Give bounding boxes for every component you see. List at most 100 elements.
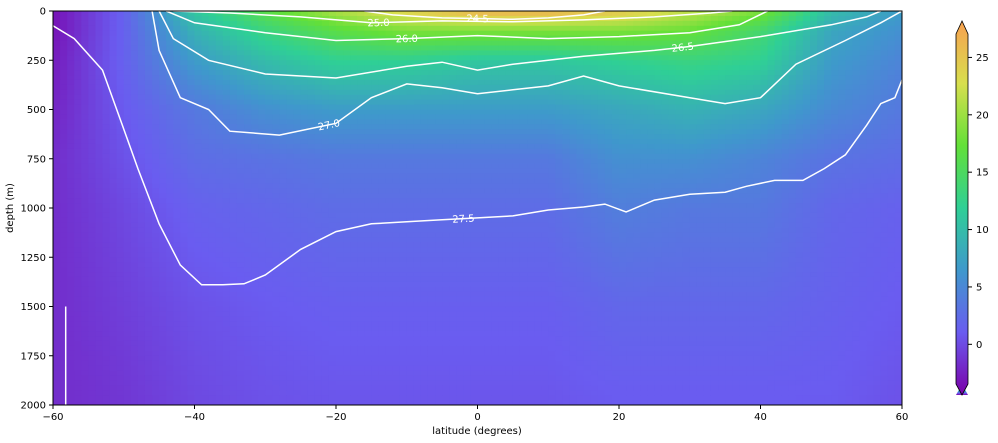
heatmap-cell xyxy=(208,380,217,386)
heatmap-cell xyxy=(130,296,139,303)
heatmap-cell xyxy=(350,390,358,396)
heatmap-cell xyxy=(244,124,252,130)
heatmap-cell xyxy=(53,395,61,401)
heatmap-cell xyxy=(88,173,97,180)
heatmap-cell xyxy=(371,272,380,278)
heatmap-cell xyxy=(413,94,422,101)
heatmap-cell xyxy=(194,380,203,386)
heatmap-cell xyxy=(236,99,245,106)
heatmap-cell xyxy=(236,252,245,258)
heatmap-cell xyxy=(442,336,450,342)
heatmap-cell xyxy=(343,321,351,327)
heatmap-cell xyxy=(385,390,394,396)
heatmap-cell xyxy=(449,30,457,37)
heatmap-cell xyxy=(336,395,344,401)
heatmap-cell xyxy=(173,350,181,357)
heatmap-cell xyxy=(420,55,429,61)
heatmap-cell xyxy=(413,178,422,184)
heatmap-cell xyxy=(449,50,457,56)
heatmap-cell xyxy=(53,114,61,120)
heatmap-cell xyxy=(144,291,153,298)
heatmap-cell xyxy=(166,365,174,372)
heatmap-cell xyxy=(123,311,132,317)
heatmap-cell xyxy=(378,124,387,130)
heatmap-cell xyxy=(406,183,415,189)
heatmap-cell xyxy=(74,70,82,76)
heatmap-cell xyxy=(265,267,273,273)
heatmap-cell xyxy=(272,237,280,244)
heatmap-cell xyxy=(272,134,280,140)
heatmap-cell xyxy=(279,124,288,130)
heatmap-cell xyxy=(130,183,139,189)
heatmap-cell xyxy=(321,153,330,160)
heatmap-cell xyxy=(392,336,401,342)
heatmap-cell xyxy=(187,208,196,214)
heatmap-cell xyxy=(378,104,387,111)
heatmap-cell xyxy=(102,188,111,194)
heatmap-cell xyxy=(406,232,415,239)
heatmap-cell xyxy=(166,291,174,298)
heatmap-cell xyxy=(244,143,252,150)
heatmap-cell xyxy=(137,291,146,298)
heatmap-cell xyxy=(144,163,153,170)
heatmap-cell xyxy=(435,79,443,86)
heatmap-cell xyxy=(307,178,316,184)
heatmap-cell xyxy=(244,70,252,76)
heatmap-cell xyxy=(201,262,210,268)
heatmap-cell xyxy=(166,84,174,91)
heatmap-cell xyxy=(81,104,89,111)
heatmap-cell xyxy=(371,35,380,42)
heatmap-cell xyxy=(350,252,358,258)
heatmap-cell xyxy=(116,79,125,86)
heatmap-cell xyxy=(244,360,252,367)
heatmap-cell xyxy=(222,188,231,194)
heatmap-cell xyxy=(286,70,295,76)
heatmap-cell xyxy=(357,227,365,234)
heatmap-cell xyxy=(293,15,302,22)
heatmap-cell xyxy=(293,148,302,155)
heatmap-cell xyxy=(350,45,358,51)
heatmap-cell xyxy=(67,124,75,130)
heatmap-cell xyxy=(53,65,61,71)
heatmap-cell xyxy=(53,237,61,244)
heatmap-cell xyxy=(67,163,75,170)
heatmap-cell xyxy=(123,183,132,189)
heatmap-cell xyxy=(201,139,210,145)
heatmap-cell xyxy=(321,70,330,76)
heatmap-cell xyxy=(463,163,472,170)
heatmap-cell xyxy=(463,139,472,145)
heatmap-cell xyxy=(343,40,351,47)
heatmap-cell xyxy=(470,30,479,37)
heatmap-cell xyxy=(314,321,323,327)
heatmap-cell xyxy=(95,114,104,120)
heatmap-cell xyxy=(152,331,160,337)
heatmap-cell xyxy=(300,40,309,47)
heatmap-cell xyxy=(201,311,210,317)
heatmap-cell xyxy=(321,247,330,253)
heatmap-cell xyxy=(137,129,146,135)
heatmap-cell xyxy=(314,94,323,101)
heatmap-cell xyxy=(328,237,337,244)
heatmap-cell xyxy=(244,188,252,194)
heatmap-cell xyxy=(435,143,443,150)
heatmap-cell xyxy=(350,75,358,81)
heatmap-cell xyxy=(357,331,365,337)
heatmap-cell xyxy=(53,296,61,303)
heatmap-cell xyxy=(194,99,203,106)
heatmap-cell xyxy=(229,306,238,313)
heatmap-cell xyxy=(399,198,408,204)
heatmap-cell xyxy=(420,79,429,86)
heatmap-cell xyxy=(371,390,380,396)
heatmap-cell xyxy=(251,360,259,367)
heatmap-cell xyxy=(137,50,146,56)
heatmap-cell xyxy=(152,316,160,322)
heatmap-cell xyxy=(187,385,196,391)
heatmap-cell xyxy=(307,15,316,22)
heatmap-cell xyxy=(144,385,153,391)
heatmap-cell xyxy=(137,321,146,327)
heatmap-cell xyxy=(130,50,139,56)
heatmap-cell xyxy=(187,89,196,96)
heatmap-cell xyxy=(208,395,217,401)
heatmap-cell xyxy=(427,183,436,189)
heatmap-cell xyxy=(67,316,75,322)
